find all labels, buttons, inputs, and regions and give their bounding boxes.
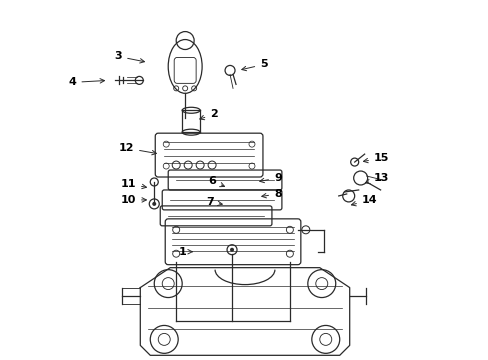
Text: 1: 1 [178,247,192,257]
Text: 3: 3 [114,51,144,63]
Text: 9: 9 [259,173,281,183]
Text: 15: 15 [363,153,388,163]
Text: 6: 6 [208,176,224,187]
Text: 10: 10 [121,195,146,205]
Text: 2: 2 [200,109,218,120]
Circle shape [229,248,234,252]
Text: 7: 7 [206,197,222,207]
Text: 11: 11 [121,179,146,189]
Text: 4: 4 [68,77,104,87]
Circle shape [152,202,156,206]
Text: 12: 12 [119,143,156,155]
Text: 5: 5 [241,59,267,71]
Text: 8: 8 [261,189,281,199]
Text: 13: 13 [365,173,388,184]
Text: 14: 14 [351,195,377,206]
